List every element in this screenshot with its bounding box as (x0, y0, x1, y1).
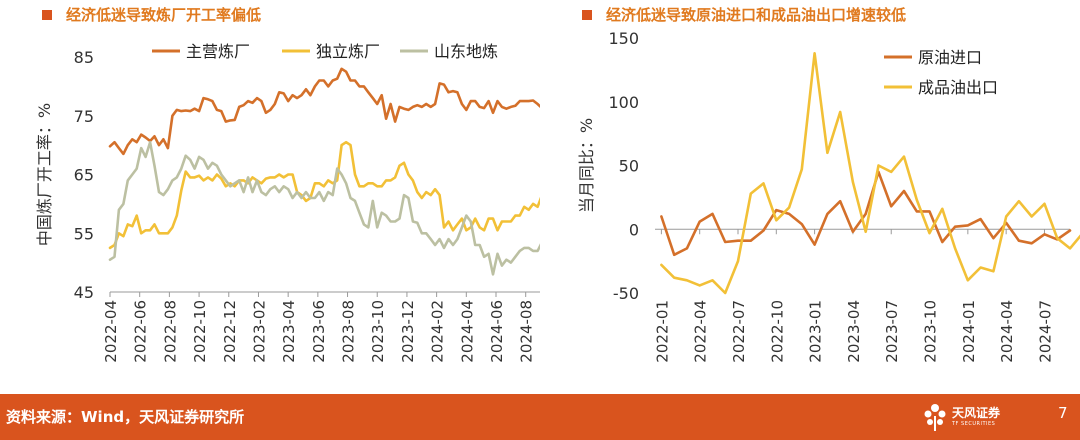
x-tick-label: 2024-02 (429, 300, 447, 363)
x-tick-label: 2023-04 (845, 300, 863, 363)
x-tick-label: 2022-04 (102, 300, 120, 363)
x-tick-label: 2023-01 (807, 300, 825, 363)
y-axis-label: 当月同比：% (577, 118, 596, 213)
page-number: 7 (1058, 404, 1068, 422)
x-tick-label: 2024-07 (1036, 300, 1054, 363)
source-note: 资料来源：Wind，天风证券研究所 (6, 408, 245, 426)
y-tick-label: -50 (613, 284, 639, 303)
right-chart-title: 经济低迷导致原油进口和成品油出口增速较低 (582, 4, 906, 25)
logo-name: 天风证券 (952, 406, 1001, 420)
x-tick-label: 2023-07 (883, 300, 901, 363)
brand-logo: 天风证券 TF SECURITIES (922, 400, 1042, 434)
series-line-独立炼厂 (108, 140, 540, 250)
series-line-成品油出口 (660, 52, 1080, 295)
right-chart-title-text: 经济低迷导致原油进口和成品油出口增速较低 (606, 6, 907, 24)
legend-label: 独立炼厂 (316, 42, 380, 61)
import-export-yoy-chart: -50 0 50 100 150 当月同比：% 2022-01 2022-04 2022-07 2… (577, 29, 1080, 363)
y-tick-label: 65 (74, 166, 94, 185)
y-axis-label: 中国炼厂开工率：% (35, 103, 54, 246)
x-tick-label: 2023-08 (340, 300, 358, 363)
y-tick-label: 75 (74, 107, 94, 126)
legend-label: 成品油出口 (918, 78, 998, 97)
legend-label: 山东地炼 (434, 42, 498, 61)
x-tick-label: 2023-02 (250, 300, 268, 363)
y-tick-label: 50 (619, 157, 639, 176)
x-tick-label: 2024-04 (998, 300, 1016, 363)
refinery-utilization-chart: 45 55 65 75 85 中国炼厂开工率：% 2022-04 2022-06 2022-08… (35, 42, 540, 363)
x-tick-label: 2023-06 (310, 300, 328, 363)
left-chart-title: 经济低迷导致炼厂开工率偏低 (42, 4, 261, 25)
y-tick-label: 45 (74, 283, 94, 302)
y-tick-label: 0 (629, 220, 639, 239)
series-line-原油进口 (660, 170, 1072, 257)
x-tick-label: 2023-04 (280, 300, 298, 363)
y-tick-label: 100 (608, 93, 639, 112)
x-tick-label: 2024-06 (488, 300, 506, 363)
y-tick-label: 55 (74, 224, 94, 243)
title-bullet-icon (582, 9, 592, 20)
x-tick-label: 2022-10 (768, 300, 786, 363)
x-tick-label: 2024-08 (518, 300, 536, 363)
x-tick-label: 2023-10 (369, 300, 387, 363)
x-tick-label: 2022-10 (191, 300, 209, 363)
x-tick-label: 2022-07 (730, 300, 748, 363)
y-tick-label: 150 (608, 29, 639, 48)
x-tick-label: 2022-12 (221, 300, 239, 363)
x-tick-label: 2023-10 (922, 300, 940, 363)
y-tick-label: 85 (74, 48, 94, 67)
title-bullet-icon (42, 9, 52, 20)
x-tick-label: 2023-12 (399, 300, 417, 363)
x-tick-label: 2022-04 (692, 300, 710, 363)
x-tick-label: 2022-06 (132, 300, 150, 363)
x-tick-label: 2022-01 (653, 300, 671, 363)
logo-subtitle: TF SECURITIES (952, 421, 996, 427)
legend-label: 原油进口 (918, 48, 982, 67)
x-tick-label: 2024-01 (960, 300, 978, 363)
series-line-主营炼厂 (108, 67, 540, 156)
x-tick-label: 2022-08 (161, 300, 179, 363)
flower-logo-icon (924, 404, 946, 431)
left-chart-title-text: 经济低迷导致炼厂开工率偏低 (66, 6, 262, 24)
footer-bar: 资料来源：Wind，天风证券研究所 天风证券 TF SECURITIES 7 (0, 394, 1080, 440)
legend-label: 主营炼厂 (186, 42, 250, 61)
series-line-山东地炼 (108, 140, 540, 276)
x-tick-label: 2024-04 (458, 300, 476, 363)
